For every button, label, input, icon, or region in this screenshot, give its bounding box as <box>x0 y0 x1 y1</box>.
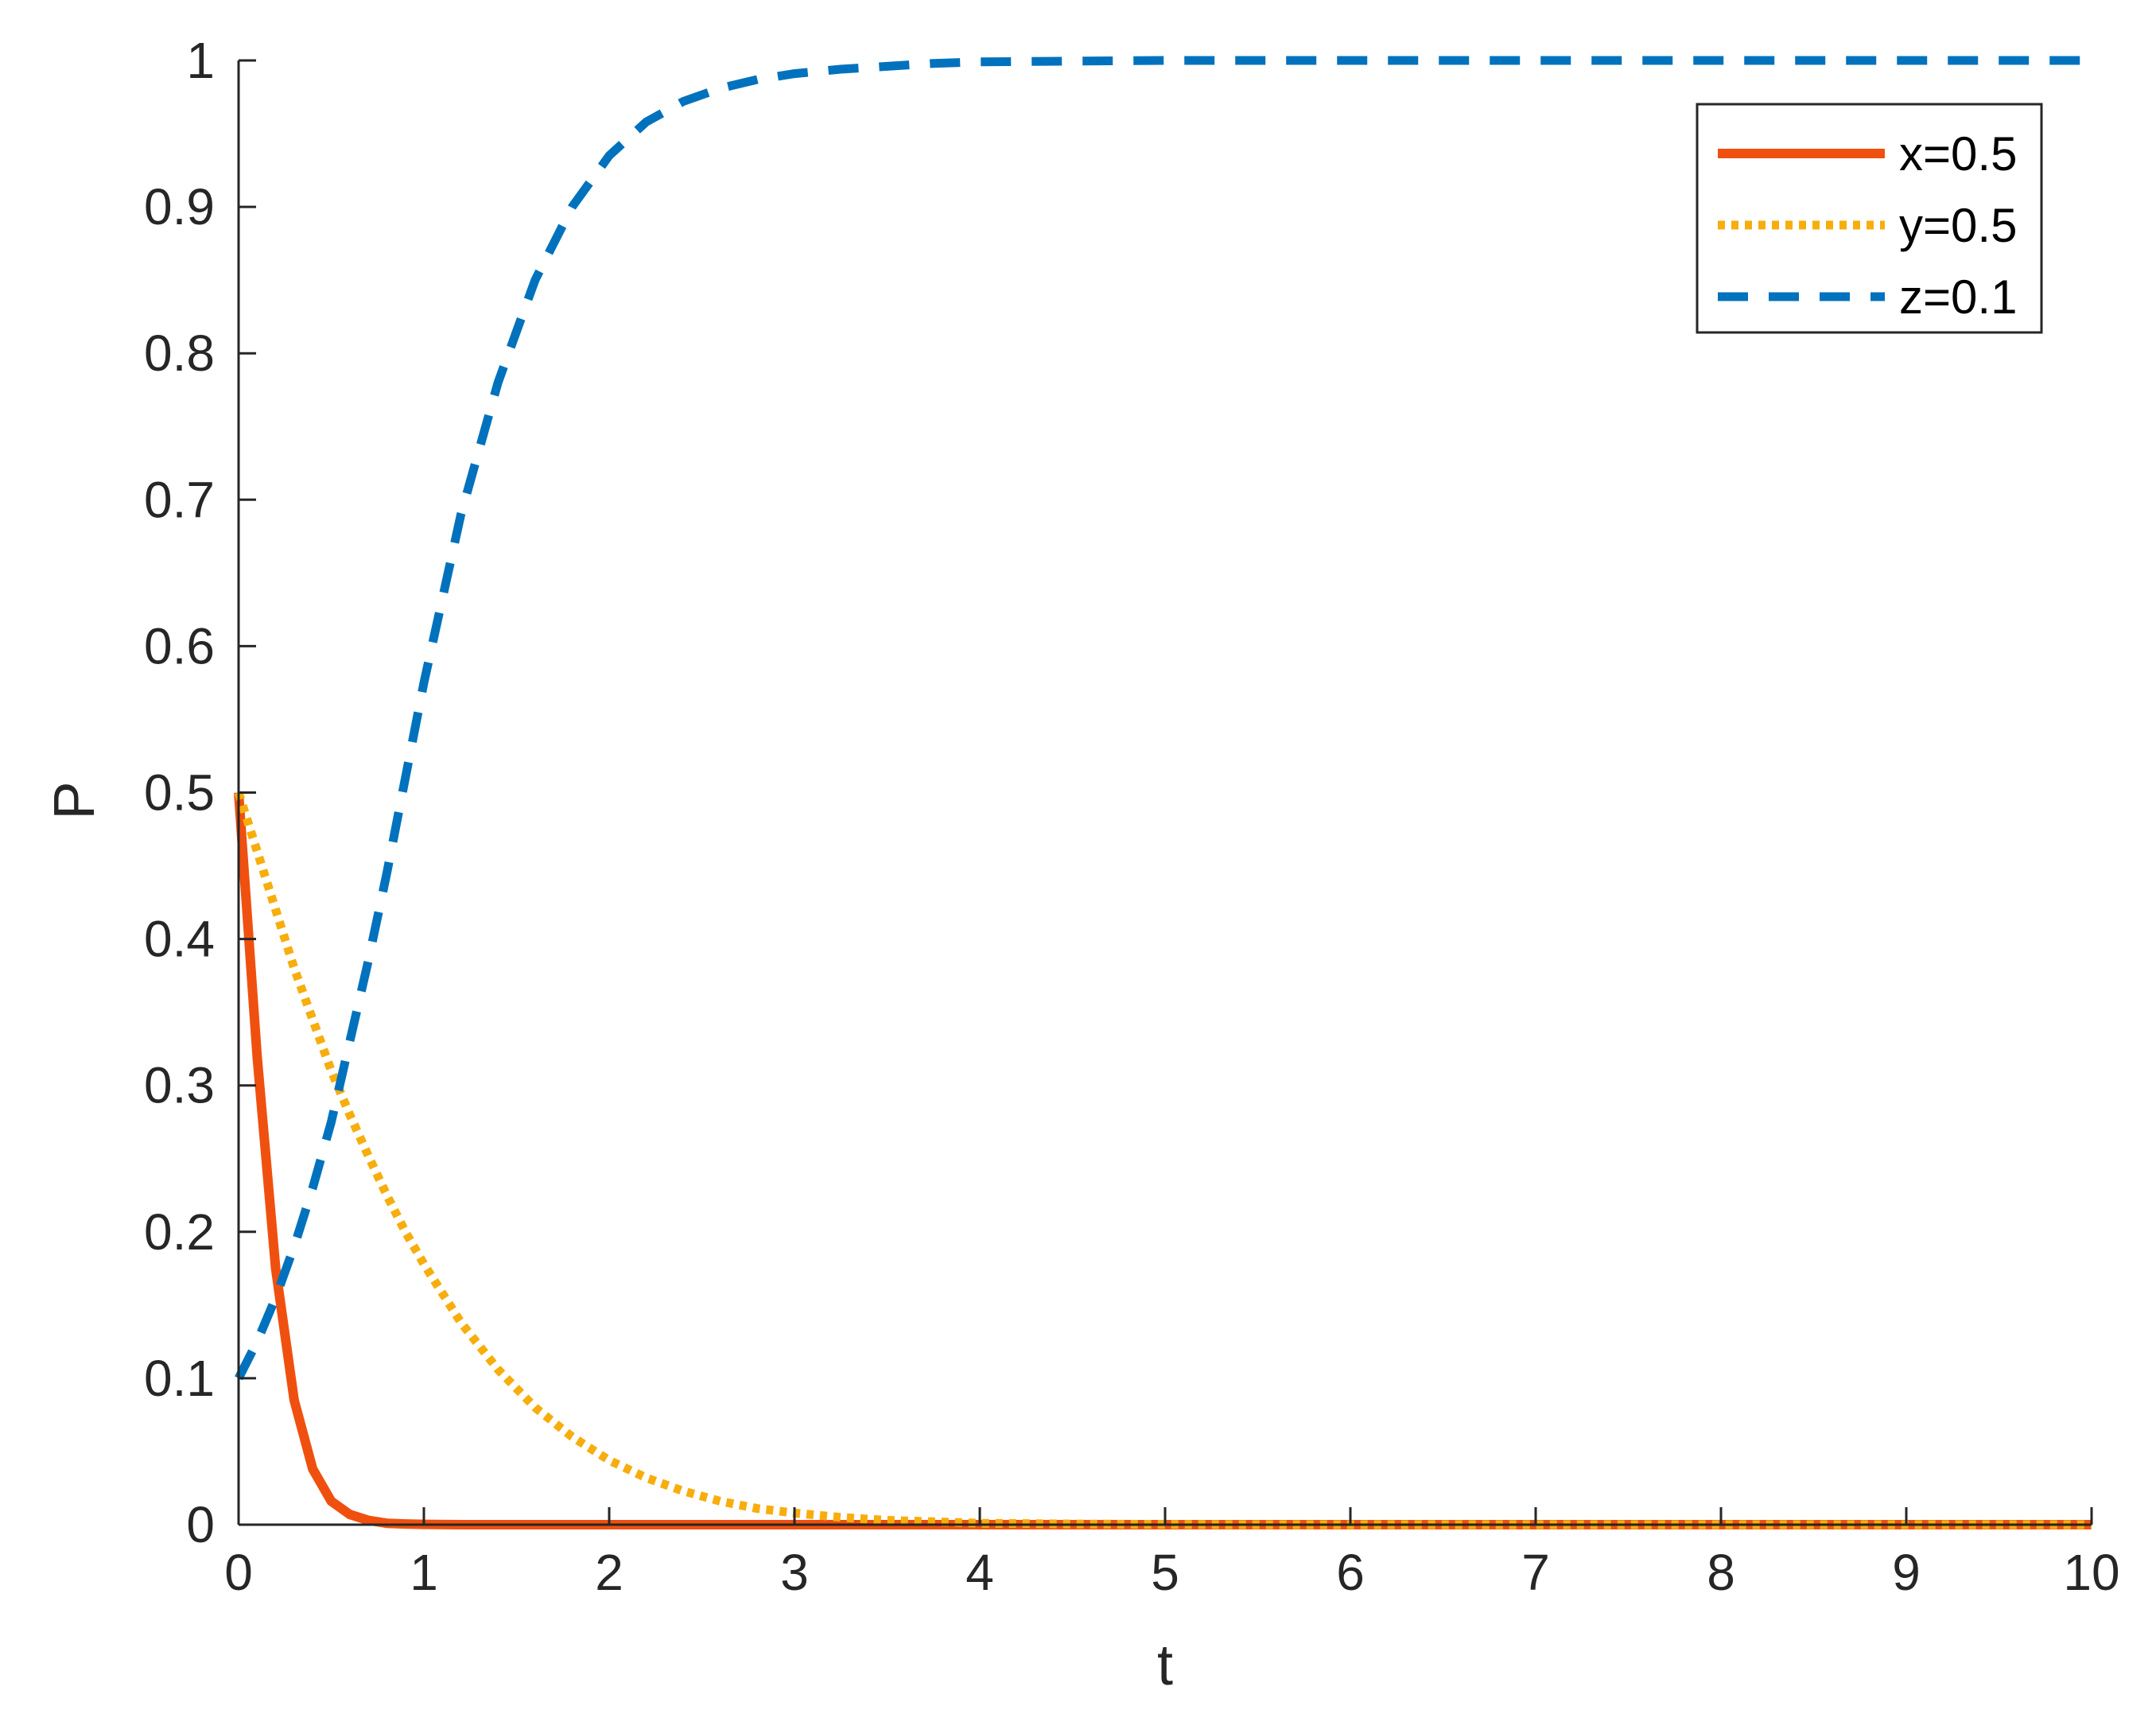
y-tick-label: 0.7 <box>144 471 215 528</box>
x-tick-label: 4 <box>965 1544 994 1601</box>
legend-items: x=0.5 y=0.5 z=0.1 <box>1718 127 2017 324</box>
legend-label-2: y=0.5 <box>1899 199 2017 252</box>
legend-label-1: x=0.5 <box>1899 127 2017 181</box>
x-tick-label: 10 <box>2063 1544 2119 1601</box>
y-tick-label: 0.9 <box>144 178 215 235</box>
y-tick-label: 0.8 <box>144 325 215 382</box>
y-tick-label: 0.3 <box>144 1057 215 1114</box>
x-tick-label: 2 <box>595 1544 623 1601</box>
x-axis-label: t <box>1157 1634 1173 1697</box>
x-tick-label: 5 <box>1151 1544 1179 1601</box>
y-tick-label: 0.6 <box>144 617 215 674</box>
y-tick-label: 0.2 <box>144 1203 215 1261</box>
y-tick-label: 0 <box>186 1496 215 1553</box>
x-tick-label: 6 <box>1336 1544 1365 1601</box>
axes-layer: 0 1 2 3 4 5 6 7 8 9 10 0 0.1 0.2 0.3 0.4 0.5 0.6 0.7 0.8 0.9… <box>144 32 2120 1601</box>
y-tick-label: 0.4 <box>144 911 215 968</box>
y-tick-label: 0.1 <box>144 1350 215 1407</box>
x-tick-label: 7 <box>1521 1544 1550 1601</box>
x-tick-label: 1 <box>410 1544 438 1601</box>
y-tick-label: 1 <box>186 32 215 89</box>
legend-label-3: z=0.1 <box>1899 270 2017 324</box>
series-line-3 <box>235 56 2092 1381</box>
x-tick-label: 8 <box>1707 1544 1735 1601</box>
y-axis-label: P <box>43 781 107 819</box>
legend: x=0.5 y=0.5 z=0.1 <box>1696 103 2043 334</box>
x-tick-label: 0 <box>224 1544 253 1601</box>
x-tick-label: 9 <box>1892 1544 1921 1601</box>
legend-box <box>1696 103 2043 334</box>
x-tick-label: 3 <box>780 1544 809 1601</box>
y-tick-label: 0.5 <box>144 764 215 822</box>
